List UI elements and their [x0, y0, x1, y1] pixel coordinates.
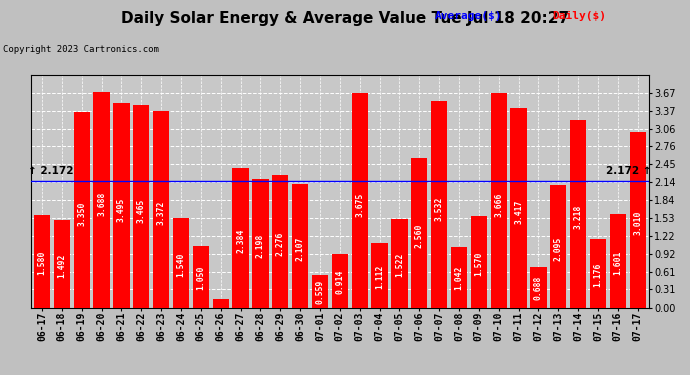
Text: 0.688: 0.688 [534, 276, 543, 300]
Text: Copyright 2023 Cartronics.com: Copyright 2023 Cartronics.com [3, 45, 159, 54]
Bar [371, 243, 388, 308]
Text: 0.914: 0.914 [335, 270, 344, 294]
Text: Daily Solar Energy & Average Value Tue Jul 18 20:27: Daily Solar Energy & Average Value Tue J… [121, 11, 569, 26]
Bar [272, 174, 288, 308]
Bar [471, 216, 487, 308]
Bar [491, 93, 507, 308]
Text: Average($): Average($) [435, 11, 502, 21]
Bar [550, 185, 566, 308]
Text: 1.176: 1.176 [593, 262, 602, 287]
Bar [312, 275, 328, 308]
Bar [610, 214, 626, 308]
Text: 3.465: 3.465 [137, 198, 146, 222]
Text: 3.350: 3.350 [77, 201, 86, 226]
Text: 3.417: 3.417 [514, 200, 523, 224]
Text: 3.010: 3.010 [633, 211, 642, 235]
Bar [34, 215, 50, 308]
Bar [590, 239, 606, 308]
Text: 1.580: 1.580 [37, 251, 46, 275]
Bar [172, 217, 189, 308]
Text: 1.050: 1.050 [197, 266, 206, 290]
Bar [351, 93, 368, 308]
Text: ↑ 2.172: ↑ 2.172 [28, 166, 74, 176]
Bar [530, 267, 546, 308]
Text: 2.095: 2.095 [554, 237, 563, 261]
Bar [253, 179, 268, 308]
Bar [391, 219, 408, 308]
Text: 2.107: 2.107 [295, 236, 304, 261]
Bar [332, 254, 348, 308]
Bar [431, 101, 447, 308]
Text: 3.532: 3.532 [435, 196, 444, 220]
Text: 1.601: 1.601 [613, 251, 622, 275]
Bar [570, 120, 586, 308]
Bar [153, 111, 169, 308]
Text: 3.218: 3.218 [573, 205, 582, 230]
Text: 0.559: 0.559 [315, 280, 324, 304]
Bar [113, 104, 130, 308]
Bar [93, 92, 110, 308]
Text: 3.688: 3.688 [97, 192, 106, 216]
Bar [292, 184, 308, 308]
Text: 1.540: 1.540 [177, 252, 186, 276]
Bar [213, 299, 229, 307]
Bar [54, 220, 70, 308]
Text: 1.570: 1.570 [474, 251, 483, 276]
Bar [511, 108, 526, 308]
Text: 3.372: 3.372 [157, 201, 166, 225]
Text: 2.276: 2.276 [276, 231, 285, 256]
Text: 3.495: 3.495 [117, 197, 126, 222]
Bar [74, 112, 90, 308]
Bar [451, 247, 467, 308]
Text: 1.522: 1.522 [395, 253, 404, 277]
Text: 2.198: 2.198 [256, 234, 265, 258]
Text: 1.042: 1.042 [455, 266, 464, 291]
Bar [193, 246, 209, 308]
Bar [133, 105, 150, 308]
Bar [629, 132, 646, 308]
Bar [411, 158, 427, 308]
Text: 1.492: 1.492 [57, 254, 66, 278]
Text: 3.675: 3.675 [355, 192, 364, 217]
Text: 2.172 ↑: 2.172 ↑ [606, 166, 651, 176]
Text: 3.666: 3.666 [494, 192, 503, 217]
Text: Daily($): Daily($) [552, 11, 606, 21]
Text: 2.384: 2.384 [236, 228, 245, 253]
Bar [233, 168, 248, 308]
Text: 2.560: 2.560 [415, 224, 424, 248]
Text: 1.112: 1.112 [375, 264, 384, 288]
